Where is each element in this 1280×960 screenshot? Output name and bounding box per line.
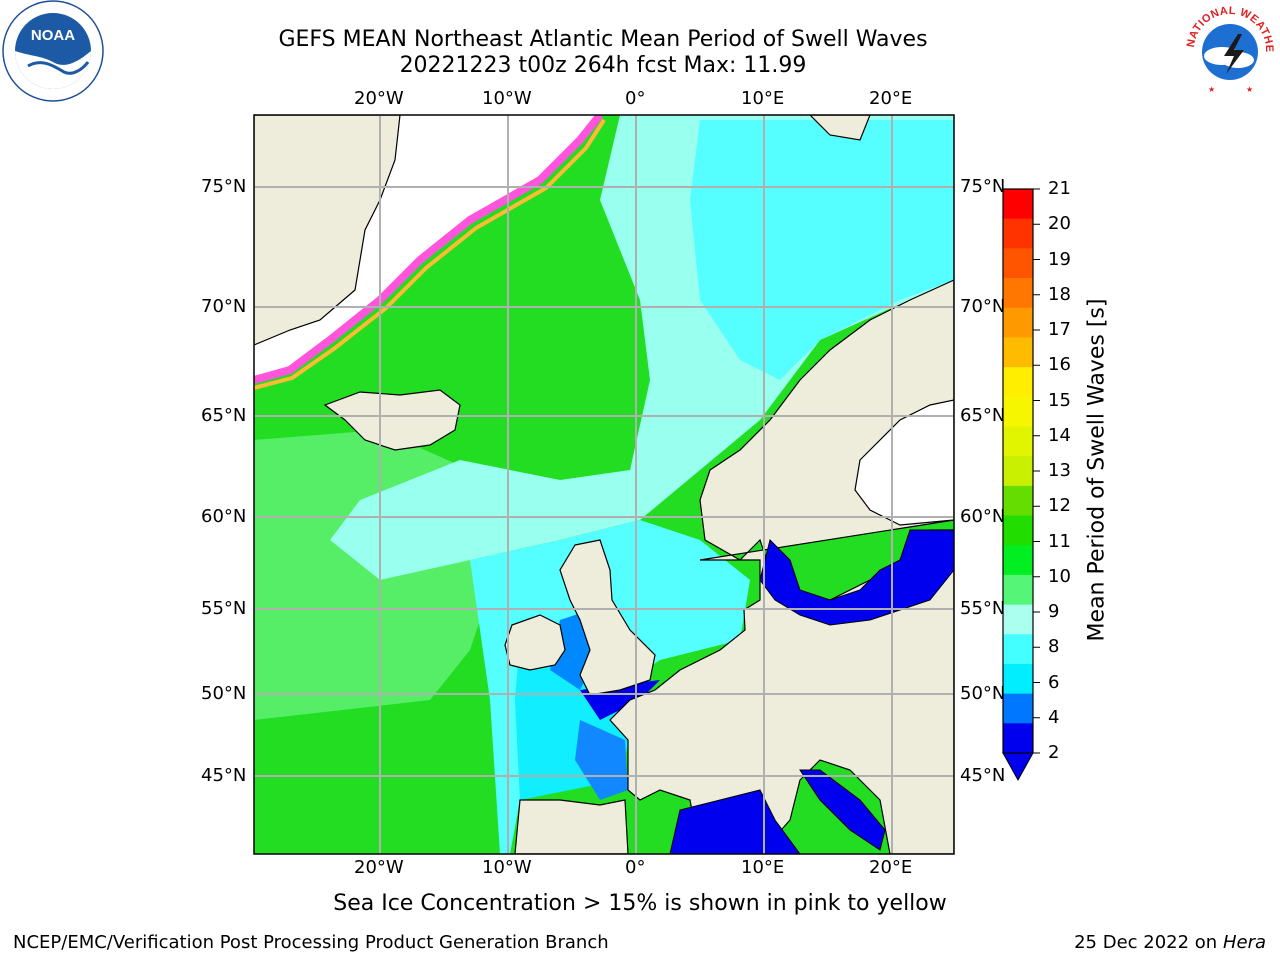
iberia-land (514, 799, 629, 854)
iceland-land (323, 389, 461, 451)
ireland-land (504, 614, 566, 671)
lon-tick-top-10e: 10°E (741, 88, 785, 109)
nws-logo: NATIONAL WEATHER SERVICE ★ ★ (1180, 0, 1278, 98)
colorbar-swatch (1003, 663, 1033, 695)
colorbar-tick-label: 19 (1048, 248, 1071, 270)
footer-date-text: 25 Dec 2022 on (1074, 932, 1218, 953)
footer-credit: NCEP/EMC/Verification Post Processing Pr… (13, 932, 609, 953)
lon-tick-top-20e: 20°E (869, 88, 913, 109)
lat-tick-right-45n: 45°N (960, 765, 1006, 786)
footer-date: 25 Dec 2022 on Hera (1074, 932, 1266, 953)
great-britain-land (559, 539, 656, 696)
colorbar-swatch (1003, 189, 1033, 220)
lat-tick-right-50n: 50°N (960, 683, 1006, 704)
svg-text:★: ★ (1246, 85, 1253, 94)
colorbar-tick-label: 16 (1048, 354, 1071, 376)
colorbar-tick-label: 10 (1048, 565, 1071, 587)
colorbar-swatch (1003, 693, 1033, 724)
colorbar-tick-label: 18 (1048, 283, 1071, 305)
sea-ice-edge (254, 115, 604, 384)
lat-tick-left-70n: 70°N (201, 296, 247, 317)
lon-tick-bottom-20e: 20°E (869, 857, 913, 878)
footer-host: Hera (1222, 932, 1266, 953)
colorbar-swatch (1003, 367, 1033, 398)
colorbar-tick-label: 9 (1048, 601, 1060, 622)
map-plot-area (254, 115, 954, 854)
colorbar-tick-label: 11 (1048, 530, 1071, 552)
colorbar-swatch (1003, 307, 1033, 338)
chart-title: GEFS MEAN Northeast Atlantic Mean Period… (278, 27, 928, 52)
colorbar-tick-label: 8 (1048, 636, 1060, 658)
lat-tick-right-75n: 75°N (960, 176, 1006, 197)
sea-ice-edge-yellow (254, 118, 606, 390)
mediterranean-field (669, 789, 801, 854)
colorbar-swatch (1003, 634, 1033, 665)
map-frame (253, 114, 955, 855)
colorbar (1003, 188, 1040, 754)
baltic-sea-field (759, 529, 954, 626)
chart-subtitle: 20221223 t00z 264h fcst Max: 11.99 (399, 53, 807, 78)
svg-text:★: ★ (1208, 85, 1215, 94)
noaa-logo-text: NOAA (31, 27, 75, 44)
colorbar-swatch (1003, 574, 1033, 606)
colorbar-swatch (1003, 456, 1033, 487)
lat-tick-right-55n: 55°N (960, 598, 1006, 619)
colorbar-tick-label: 12 (1048, 495, 1071, 517)
colorbar-swatch (1003, 218, 1033, 249)
scandinavia-europe-land (609, 279, 954, 854)
colorbar-tick-label: 20 (1048, 213, 1071, 235)
colorbar-tick-label: 17 (1048, 319, 1071, 340)
colorbar-tick-label: 13 (1048, 460, 1071, 481)
lat-tick-left-75n: 75°N (201, 176, 247, 197)
colorbar-swatch (1003, 545, 1033, 576)
lon-tick-bottom-0: 0° (625, 857, 646, 878)
lat-tick-left-50n: 50°N (201, 683, 247, 704)
lat-tick-right-60n: 60°N (960, 506, 1006, 527)
colorbar-tick-label: 4 (1048, 706, 1060, 728)
graticule (254, 115, 954, 854)
colorbar-swatch (1003, 485, 1033, 517)
sea-ice-note: Sea Ice Concentration > 15% is shown in … (333, 891, 947, 916)
lat-tick-right-70n: 70°N (960, 296, 1006, 317)
colorbar-swatch (1003, 396, 1033, 427)
lat-tick-left-60n: 60°N (201, 506, 247, 527)
lat-tick-left-65n: 65°N (201, 405, 247, 426)
lat-tick-right-65n: 65°N (960, 405, 1006, 426)
lat-tick-left-45n: 45°N (201, 765, 247, 786)
swell-2-4s-biscay (575, 720, 628, 800)
colorbar-tick-label: 6 (1048, 671, 1060, 693)
colorbar-swatch (1003, 515, 1033, 546)
colorbar-tick-label: 14 (1048, 424, 1071, 446)
colorbar-extend-arrow (1002, 752, 1034, 782)
lon-tick-top-0: 0° (625, 88, 646, 109)
colorbar-swatch (1003, 723, 1033, 754)
swell-6-8s-zone (690, 120, 954, 380)
colorbar-title: Mean Period of Swell Waves [s] (1084, 298, 1110, 642)
lon-tick-bottom-10e: 10°E (741, 857, 785, 878)
noaa-logo: NOAA (2, 0, 104, 102)
colorbar-swatch (1003, 248, 1033, 279)
colorbar-swatch (1003, 426, 1033, 457)
lon-tick-bottom-20w: 20°W (354, 857, 404, 878)
colorbar-swatch (1003, 337, 1033, 368)
greenland-land (254, 115, 401, 346)
svalbard-land (809, 115, 871, 141)
colorbar-tick-label: 2 (1048, 742, 1060, 763)
colorbar-swatch (1003, 278, 1033, 309)
lat-tick-left-55n: 55°N (201, 598, 247, 619)
colorbar-tick-label: 21 (1048, 178, 1071, 199)
lon-tick-bottom-10w: 10°W (482, 857, 532, 878)
colorbar-swatch (1003, 604, 1033, 635)
colorbar-tick-label: 15 (1048, 389, 1071, 411)
lon-tick-top-20w: 20°W (354, 88, 404, 109)
lon-tick-top-10w: 10°W (482, 88, 532, 109)
colorbar-frame (1002, 188, 1034, 754)
